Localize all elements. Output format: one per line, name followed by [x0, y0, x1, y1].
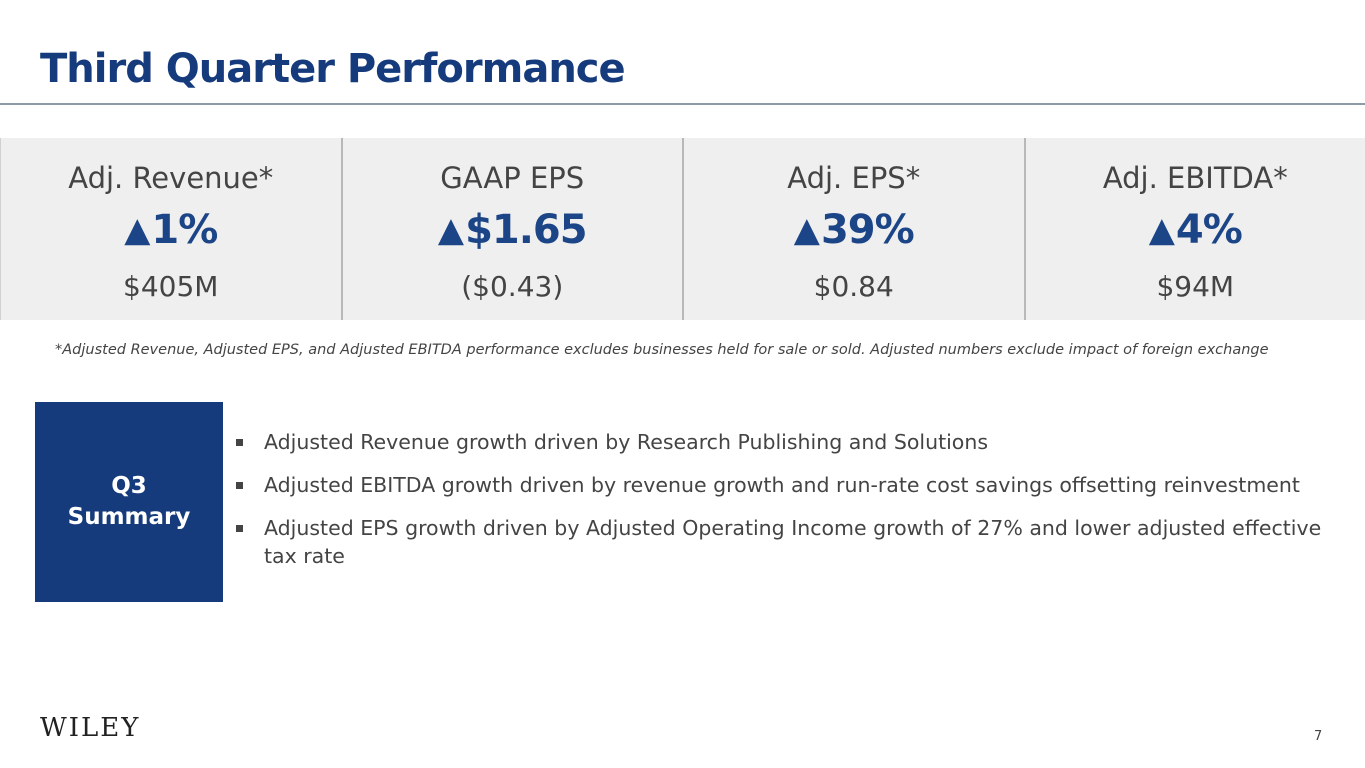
metric-gaap-eps: GAAP EPS ▲$1.65 ($0.43)	[340, 138, 683, 320]
metric-label: Adj. EPS*	[787, 161, 921, 195]
metric-value: ($0.43)	[461, 270, 564, 303]
footnote: *Adjusted Revenue, Adjusted EPS, and Adj…	[55, 342, 1269, 358]
q3-summary-box: Q3 Summary	[35, 402, 223, 602]
metric-change: ▲39%	[793, 207, 915, 254]
triangle-up-icon: ▲	[793, 210, 820, 250]
list-item: Adjusted Revenue growth driven by Resear…	[235, 428, 1345, 456]
list-item: Adjusted EBITDA growth driven by revenue…	[235, 471, 1345, 499]
metric-adj-ebitda: Adj. EBITDA* ▲4% $94M	[1023, 138, 1365, 320]
title-divider	[0, 103, 1365, 105]
metric-adj-eps: Adj. EPS* ▲39% $0.84	[682, 138, 1024, 320]
summary-bullet-list: Adjusted Revenue growth driven by Resear…	[235, 428, 1345, 585]
metric-adj-revenue: Adj. Revenue* ▲1% $405M	[0, 138, 341, 320]
metric-label: Adj. Revenue*	[68, 161, 274, 195]
metrics-panel: Adj. Revenue* ▲1% $405M GAAP EPS ▲$1.65 …	[0, 138, 1365, 320]
metric-change-value: 39%	[820, 207, 915, 253]
metric-change-value: $1.65	[465, 207, 588, 253]
bullet-text: Adjusted Revenue growth driven by Resear…	[264, 430, 989, 454]
metric-value: $94M	[1156, 270, 1235, 303]
triangle-up-icon: ▲	[437, 210, 464, 250]
metric-value: $0.84	[813, 270, 894, 303]
metric-change: ▲1%	[124, 207, 218, 254]
bullet-text: Adjusted EBITDA growth driven by revenue…	[264, 473, 1300, 497]
square-bullet-icon	[236, 482, 243, 489]
metric-change: ▲4%	[1148, 207, 1243, 254]
square-bullet-icon	[236, 439, 243, 446]
metric-change-value: 1%	[151, 207, 218, 253]
metric-change-value: 4%	[1175, 207, 1243, 253]
metric-label: Adj. EBITDA*	[1102, 161, 1288, 195]
triangle-up-icon: ▲	[124, 210, 150, 250]
triangle-up-icon: ▲	[1148, 210, 1175, 250]
q3-summary-line1: Q3	[111, 473, 147, 499]
bullet-text: Adjusted EPS growth driven by Adjusted O…	[264, 516, 1322, 568]
metric-change: ▲$1.65	[437, 207, 588, 254]
list-item: Adjusted EPS growth driven by Adjusted O…	[235, 514, 1345, 570]
q3-summary-line2: Summary	[67, 504, 191, 530]
metric-label: GAAP EPS	[440, 161, 585, 195]
wiley-logo: WILEY	[40, 713, 141, 743]
metric-value: $405M	[123, 270, 219, 303]
square-bullet-icon	[236, 525, 243, 532]
page-number: 7	[1314, 729, 1323, 744]
page-title: Third Quarter Performance	[40, 46, 626, 92]
